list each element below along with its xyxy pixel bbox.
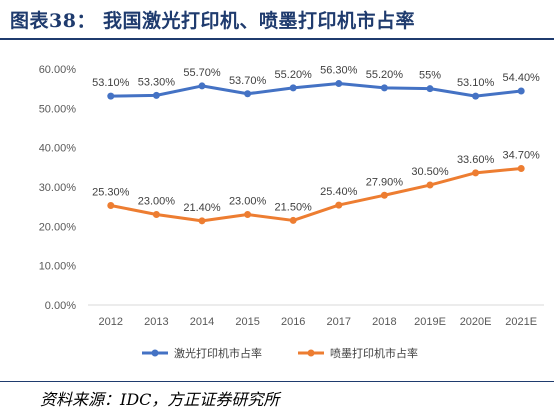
data-point [198,217,206,225]
x-tick-label: 2012 [99,316,123,328]
series-line-0 [110,82,522,98]
data-label: 55% [419,70,441,82]
data-label: 53.30% [138,76,176,88]
data-point [289,216,297,224]
data-point [289,84,297,92]
data-label: 54.40% [503,72,541,84]
data-label: 55.20% [366,69,404,81]
line-chart: 0.00% 10.00% 20.00% 30.00% 40.00% 50.00% 60.00… [39,64,544,360]
x-axis-labels: 2012 2013 2014 2015 2016 2017 2018 2019E 2020E 20… [99,316,538,328]
y-axis-labels: 0.00% 10.00% 20.00% 30.00% 40.00% 50.00% 60.00… [39,64,77,312]
data-point [426,181,434,189]
data-label: 53.70% [229,75,267,87]
x-tick-label: 2013 [144,316,168,328]
data-label: 53.10% [457,77,495,89]
y-tick-label: 20.00% [39,221,77,233]
legend-marker [307,349,315,357]
source-divider [0,381,554,382]
series-line-1 [110,167,522,223]
data-label: 25.30% [92,186,130,198]
title-divider [0,38,554,40]
legend-label: 喷墨打印机市占率 [330,346,418,360]
data-point [380,191,388,199]
source-note: 资料来源：IDC，方正证券研究所 [40,390,280,409]
data-labels: 53.10% 53.30% 55.70% 53.70% 55.20% 56.30% 55.2… [92,65,540,214]
data-point [426,85,434,93]
data-point [335,201,343,209]
x-tick-label: 2021E [505,316,537,328]
data-label: 21.50% [275,201,313,213]
y-tick-label: 40.00% [39,143,77,155]
data-label: 55.20% [275,69,313,81]
x-tick-label: 2020E [460,316,492,328]
data-label: 27.90% [366,176,404,188]
x-tick-label: 2018 [372,316,396,328]
data-label: 53.10% [92,77,130,89]
series-layer [107,80,525,225]
legend-marker [151,349,159,357]
data-point [380,84,388,92]
data-point [244,211,252,219]
y-tick-label: 10.00% [39,261,77,273]
data-point [335,80,343,88]
data-point [517,165,525,173]
data-point [198,82,206,90]
data-label: 23.00% [138,196,176,208]
x-tick-label: 2015 [235,316,259,328]
y-tick-label: 0.00% [45,300,76,312]
data-label: 25.40% [320,186,358,198]
data-point [244,90,252,98]
data-label: 55.70% [183,67,221,79]
chart-title: 图表38： 我国激光打印机、喷墨打印机市占率 [10,10,416,32]
data-label: 21.40% [183,202,221,214]
data-point [472,92,480,100]
data-point [472,169,480,177]
y-tick-label: 60.00% [39,64,77,76]
x-tick-label: 2016 [281,316,305,328]
data-point [152,91,160,99]
data-label: 34.70% [503,150,541,162]
x-tick-label: 2019E [414,316,446,328]
legend: 激光打印机市占率 喷墨打印机市占率 [142,346,418,360]
data-label: 23.00% [229,196,267,208]
data-label: 33.60% [457,154,495,166]
y-tick-label: 50.00% [39,103,77,115]
data-label: 56.30% [320,65,358,77]
data-point [107,92,115,100]
y-tick-label: 30.00% [39,182,77,194]
data-point [517,87,525,95]
x-tick-label: 2017 [327,316,351,328]
x-tick-label: 2014 [190,316,214,328]
legend-label: 激光打印机市占率 [174,346,262,360]
data-point [152,211,160,219]
data-point [107,201,115,209]
data-label: 30.50% [411,166,449,178]
